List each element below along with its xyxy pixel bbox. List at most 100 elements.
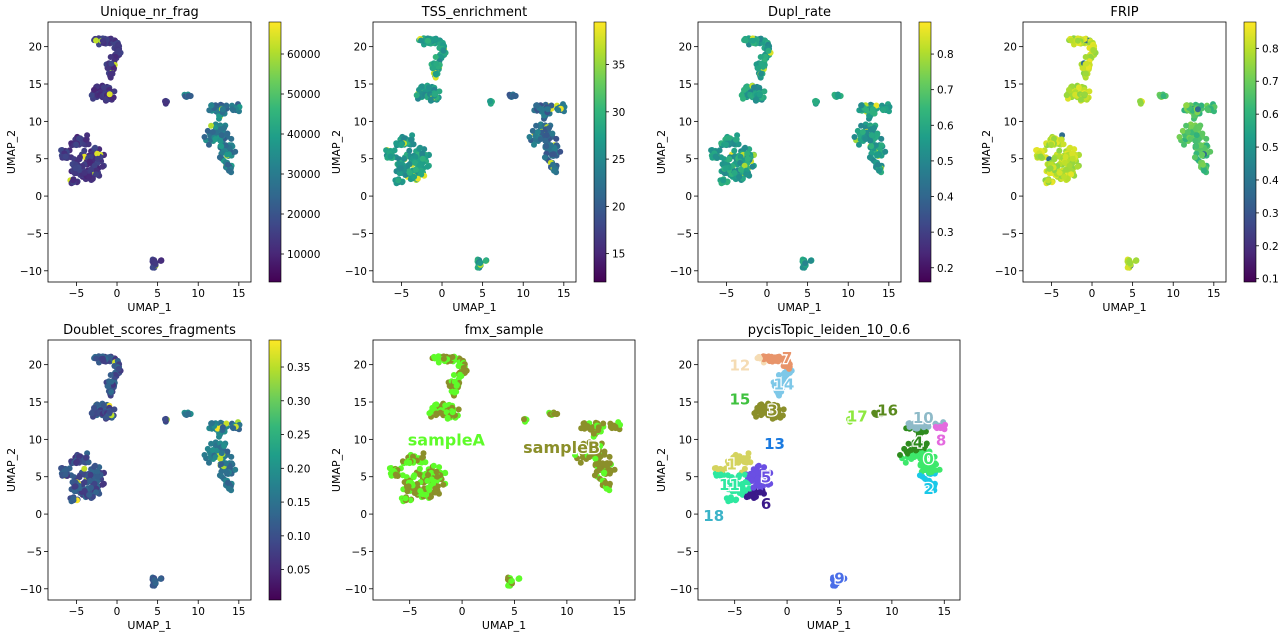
data-point xyxy=(455,406,462,413)
y-tick-label: 15 xyxy=(1004,79,1017,91)
x-axis-label: UMAP_1 xyxy=(807,619,851,632)
y-axis-label: UMAP_2 xyxy=(655,130,668,174)
colorbar xyxy=(1243,21,1257,283)
y-tick-label: 20 xyxy=(29,42,42,54)
data-point xyxy=(1063,92,1070,99)
data-point xyxy=(72,483,79,490)
cluster-label: 16 xyxy=(877,401,898,419)
data-point xyxy=(418,171,425,178)
data-point xyxy=(410,141,417,148)
data-point xyxy=(727,495,734,502)
data-point xyxy=(550,161,556,168)
data-point xyxy=(758,70,765,77)
colorbar-tick-label: 0.15 xyxy=(287,497,310,509)
data-point xyxy=(875,161,881,168)
data-point xyxy=(593,461,600,468)
x-tick-label: −5 xyxy=(402,606,417,618)
data-point xyxy=(721,170,728,177)
data-point xyxy=(738,92,745,99)
data-point xyxy=(851,134,858,140)
y-tick-label: 10 xyxy=(679,434,692,446)
data-point xyxy=(1205,107,1212,114)
subplot-6: −5 0 5 10 15 −10 −5 0 5 10 15 20 fmx_sample UMAP_1 UMA… xyxy=(330,323,636,632)
colorbar-tick-label: 0.35 xyxy=(287,362,310,374)
colorbar xyxy=(918,21,932,283)
data-point xyxy=(1193,132,1200,139)
data-point xyxy=(412,153,419,160)
data-point xyxy=(1083,60,1090,67)
y-tick-label: 20 xyxy=(354,42,367,54)
colorbar-tick-label: 0.8 xyxy=(937,49,954,61)
y-tick-label: 0 xyxy=(35,509,42,521)
scatter-points xyxy=(58,353,243,589)
data-point xyxy=(1083,70,1090,77)
data-point xyxy=(1066,162,1073,169)
data-point xyxy=(1137,98,1143,105)
data-point xyxy=(115,47,122,54)
data-point xyxy=(219,424,226,431)
data-point xyxy=(88,484,94,491)
colorbar-tick-label: 0.05 xyxy=(287,565,310,577)
y-tick-label: 5 xyxy=(360,472,367,484)
data-point xyxy=(106,91,113,98)
colorbar xyxy=(593,21,607,283)
data-point xyxy=(1082,54,1089,60)
data-point xyxy=(1194,106,1201,113)
colorbar-tick-label: 15 xyxy=(612,249,625,261)
data-point xyxy=(812,98,818,105)
data-point xyxy=(761,88,768,95)
x-tick-label: 0 xyxy=(459,606,466,618)
data-point xyxy=(723,141,730,148)
x-tick-label: 10 xyxy=(517,288,530,300)
cluster-label: 14 xyxy=(773,375,794,393)
colorbar-tick-label: 0.7 xyxy=(937,85,954,97)
data-point xyxy=(1045,177,1052,184)
data-point xyxy=(1077,96,1084,103)
data-point xyxy=(451,378,458,385)
data-point xyxy=(748,491,755,498)
data-point xyxy=(765,355,772,362)
data-point xyxy=(1090,47,1097,54)
data-point xyxy=(742,487,749,494)
data-point xyxy=(226,485,232,492)
y-axis-label: UMAP_2 xyxy=(5,448,18,492)
data-point xyxy=(742,144,749,151)
data-point xyxy=(87,159,94,166)
data-point xyxy=(76,155,83,162)
data-point xyxy=(93,355,99,362)
y-tick-label: −10 xyxy=(670,266,692,278)
x-tick-label: 5 xyxy=(154,606,161,618)
data-point xyxy=(217,455,224,462)
data-point xyxy=(112,53,119,60)
data-point xyxy=(731,169,738,176)
y-tick-label: −5 xyxy=(677,546,692,558)
data-point xyxy=(111,88,118,95)
y-tick-label: −10 xyxy=(345,584,367,596)
data-point xyxy=(91,162,98,169)
y-tick-label: 10 xyxy=(1004,116,1017,128)
data-point xyxy=(216,154,223,161)
data-point xyxy=(92,462,99,469)
data-point xyxy=(73,141,80,148)
scatter-points xyxy=(711,353,949,589)
data-point xyxy=(419,150,426,157)
data-point xyxy=(603,485,610,492)
data-point xyxy=(749,37,756,44)
data-point xyxy=(1061,173,1068,180)
subplot-5: −5 0 5 10 15 −10 −5 0 5 10 15 20 Doublet_scores_frag… xyxy=(5,323,310,632)
data-point xyxy=(451,388,458,395)
colorbar xyxy=(268,339,282,601)
x-tick-label: −5 xyxy=(394,288,409,300)
data-point xyxy=(449,409,456,416)
data-point xyxy=(835,93,842,99)
data-point xyxy=(157,575,164,582)
cluster-label: 4 xyxy=(913,434,923,452)
data-point xyxy=(1056,169,1063,176)
data-point xyxy=(434,473,441,480)
x-tick-label: 10 xyxy=(192,606,205,618)
data-point xyxy=(1199,151,1206,158)
data-point xyxy=(549,151,556,158)
data-point xyxy=(1067,144,1074,151)
data-point xyxy=(749,163,756,170)
